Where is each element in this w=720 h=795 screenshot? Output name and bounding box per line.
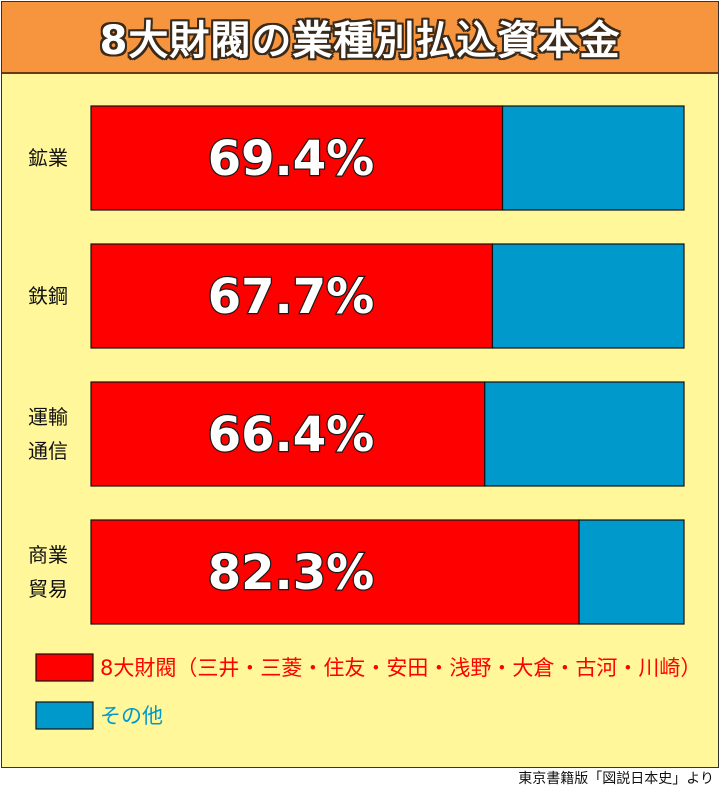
- bar-value-label: 67.7%: [208, 269, 375, 325]
- zaibatsu-bar-segment: [90, 105, 504, 211]
- title-bar: 8大財閥の業種別払込資本金: [2, 2, 718, 74]
- other-bar-segment: [491, 243, 685, 349]
- category-label: 運輸: [28, 405, 68, 429]
- bar-value-label: 69.4%: [208, 131, 375, 187]
- legend-swatch-other: [35, 701, 94, 730]
- zaibatsu-bar-segment: [90, 243, 494, 349]
- source-credit: 東京書籍版「図説日本史」より: [518, 771, 714, 787]
- legend-label-zaibatsu: 8大財閥（三井・三菱・住友・安田・浅野・大倉・古河・川崎）: [100, 656, 701, 680]
- other-bar-segment: [578, 519, 685, 625]
- category-label: 鉱業: [28, 146, 68, 170]
- category-label: 商業: [28, 543, 68, 567]
- category-label: 通信: [28, 439, 68, 463]
- bar-value-label: 82.3%: [208, 545, 375, 601]
- chart-title: 8大財閥の業種別払込資本金: [99, 18, 621, 64]
- chart-panel: 8大財閥の業種別払込資本金 69.4% 鉱業 67.7% 鉄鋼 66.4% 運輸通信 82.…: [1, 1, 719, 768]
- category-label: 鉄鋼: [28, 284, 68, 308]
- legend-label-other: その他: [100, 704, 163, 728]
- legend-swatch-zaibatsu: [35, 653, 94, 682]
- other-bar-segment: [501, 105, 685, 211]
- other-bar-segment: [484, 381, 685, 487]
- zaibatsu-bar-segment: [90, 381, 486, 487]
- bar-value-label: 66.4%: [208, 407, 375, 463]
- category-label: 貿易: [28, 577, 68, 601]
